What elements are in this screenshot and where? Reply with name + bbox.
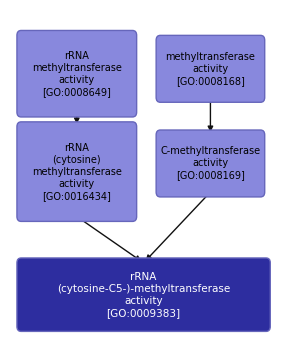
Text: rRNA
(cytosine-C5-)-methyltransferase
activity
[GO:0009383]: rRNA (cytosine-C5-)-methyltransferase ac… [57,272,230,318]
Text: methyltransferase
activity
[GO:0008168]: methyltransferase activity [GO:0008168] [166,52,255,86]
FancyBboxPatch shape [156,35,265,102]
FancyBboxPatch shape [17,31,137,117]
Text: rRNA
(cytosine)
methyltransferase
activity
[GO:0016434]: rRNA (cytosine) methyltransferase activi… [32,143,122,201]
FancyBboxPatch shape [17,122,137,221]
FancyBboxPatch shape [156,130,265,197]
FancyBboxPatch shape [17,258,270,332]
Text: C-methyltransferase
activity
[GO:0008169]: C-methyltransferase activity [GO:0008169… [160,147,260,181]
Text: rRNA
methyltransferase
activity
[GO:0008649]: rRNA methyltransferase activity [GO:0008… [32,51,122,97]
